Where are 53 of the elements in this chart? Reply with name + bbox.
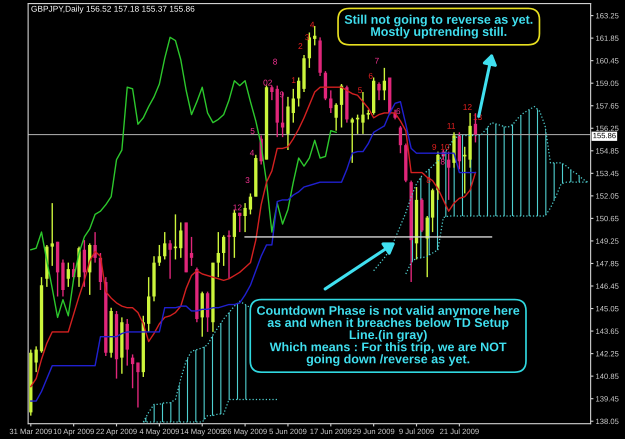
annotation: 02: [263, 80, 272, 86]
candlestick: [366, 109, 370, 120]
candlestick: [426, 215, 429, 278]
annotation: 1: [292, 77, 296, 83]
candlestick: [82, 239, 86, 288]
annotation: 8: [273, 58, 278, 65]
candlestick: [329, 90, 332, 114]
candlestick: [222, 234, 226, 267]
annotation: 6: [396, 108, 400, 114]
candlestick: [270, 84, 274, 101]
candlestick: [447, 150, 450, 201]
candlestick: [130, 354, 134, 389]
candlestick: [463, 146, 466, 194]
candlestick: [377, 82, 381, 101]
chart-title: GBPJPY,Daily 156.52 157.18 155.37 155.86: [31, 6, 194, 14]
candlestick: [350, 117, 354, 164]
candlestick: [50, 202, 54, 267]
annotation: 8: [440, 158, 445, 165]
annotation: 9: [432, 144, 436, 150]
annotation: 12: [233, 204, 242, 210]
annotation: 6: [368, 72, 373, 79]
candlestick: [243, 202, 247, 233]
candlestick: [190, 236, 194, 267]
candlestick: [216, 231, 220, 278]
annotation: 4: [250, 150, 254, 156]
candlestick: [334, 102, 338, 132]
candlestick: [356, 114, 360, 135]
candlestick: [34, 346, 38, 373]
candlestick: [179, 222, 182, 259]
candlestick: [313, 25, 316, 46]
candlestick: [66, 262, 70, 288]
candlestick: [163, 231, 166, 260]
annotation: 10: [440, 144, 450, 150]
annotation: 11: [447, 123, 456, 129]
annotation: 7: [374, 58, 379, 64]
annotation: 5: [250, 128, 255, 134]
candlestick: [361, 91, 365, 135]
annotation: 2: [298, 43, 302, 49]
annotation: 4: [310, 22, 314, 28]
candlestick: [297, 76, 300, 108]
annotation: 3: [246, 177, 250, 184]
candlestick: [158, 244, 162, 267]
candlestick: [238, 212, 242, 233]
annotation: 12: [463, 104, 472, 110]
candlestick: [248, 192, 252, 216]
candlestick: [292, 88, 295, 124]
annotation: 5: [358, 87, 362, 94]
candlestick: [308, 32, 312, 69]
candlestick: [280, 91, 284, 138]
annotation: Countdown Phase is not valid anymore here as and when it breaches below TD Setup Line.(in gray) Which means : For this trip, we are NOT going down /reverse as yet.: [257, 306, 520, 366]
annotation: Still not going to reverse as yet. Mostly uptrending still.: [344, 14, 532, 39]
candlestick: [168, 239, 172, 280]
candlestick: [382, 67, 386, 101]
